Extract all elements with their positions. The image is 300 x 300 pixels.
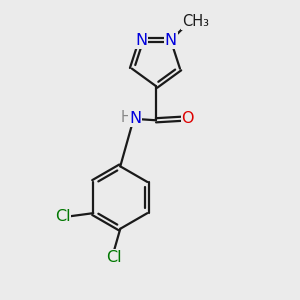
Text: N: N [135, 33, 147, 48]
Text: CH₃: CH₃ [182, 14, 209, 29]
Text: O: O [182, 111, 194, 126]
Text: H: H [121, 110, 132, 125]
Text: Cl: Cl [55, 208, 70, 224]
Text: N: N [129, 111, 141, 126]
Text: N: N [165, 33, 177, 48]
Text: Cl: Cl [106, 250, 121, 265]
